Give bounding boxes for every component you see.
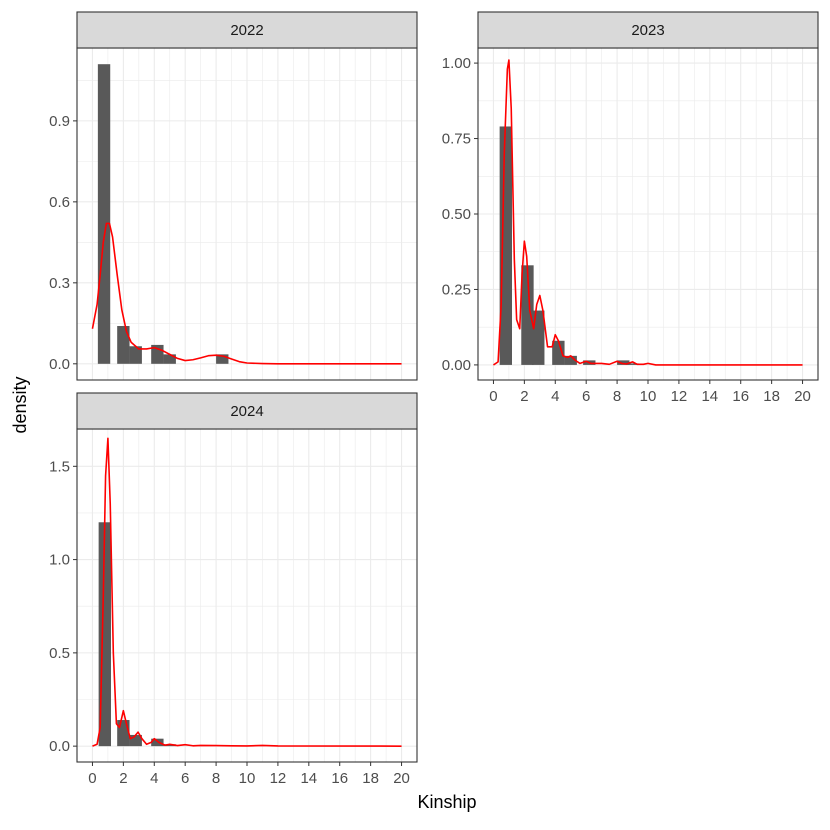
x-tick-label: 4 xyxy=(150,770,158,787)
x-tick-label: 20 xyxy=(393,770,410,787)
x-tick-label: 0 xyxy=(489,388,497,405)
histogram-bar xyxy=(117,720,130,747)
facet-strip-label: 2024 xyxy=(230,403,263,420)
density-line xyxy=(91,222,402,365)
facet-strip-label: 2022 xyxy=(230,22,263,39)
y-tick-label: 1.5 xyxy=(49,458,70,475)
x-tick-label: 4 xyxy=(551,388,559,405)
y-tick-label: 0.3 xyxy=(49,275,70,292)
histogram-bar xyxy=(97,64,111,364)
x-tick-label: 6 xyxy=(181,770,189,787)
histogram-bar xyxy=(129,734,142,747)
x-tick-label: 18 xyxy=(362,770,379,787)
x-axis-title: Kinship xyxy=(417,792,476,812)
histogram-bar xyxy=(117,326,130,364)
density-line xyxy=(493,59,803,366)
y-tick-label: 0.6 xyxy=(49,194,70,211)
histogram-bar xyxy=(617,360,630,365)
x-tick-label: 10 xyxy=(640,388,657,405)
y-tick-label: 0.75 xyxy=(442,131,471,148)
histogram-bar xyxy=(163,354,176,364)
facet-strip xyxy=(76,392,418,430)
y-tick-label: 1.0 xyxy=(49,552,70,569)
x-tick-label: 8 xyxy=(212,770,220,787)
panel-2022: 2022 0.0 0.3 0.6 0.9 xyxy=(49,11,418,381)
x-tick-label: 20 xyxy=(794,388,811,405)
x-tick-label: 8 xyxy=(613,388,621,405)
histogram-bar xyxy=(626,363,639,365)
facet-strip xyxy=(76,11,418,49)
histogram-bar xyxy=(521,265,534,365)
histogram-bar xyxy=(564,355,577,365)
x-tick-label: 12 xyxy=(270,770,287,787)
y-tick-label: 0.50 xyxy=(442,206,471,223)
histogram-bar xyxy=(163,744,176,747)
x-tick-label: 12 xyxy=(671,388,688,405)
y-tick-label: 0.9 xyxy=(49,113,70,130)
x-tick-label: 6 xyxy=(582,388,590,405)
histogram-bar xyxy=(499,126,512,365)
density-line xyxy=(92,437,402,747)
y-axis-title: density xyxy=(10,376,30,433)
x-tick-label: 16 xyxy=(331,770,348,787)
histogram-bar xyxy=(129,346,142,364)
y-tick-label: 0.0 xyxy=(49,738,70,755)
y-tick-label: 0.00 xyxy=(442,357,471,374)
panel-2024: 2024 0.0 0.5 1.0 1.5 0 2 4 6 8 10 12 14 16 18 20 xyxy=(49,392,418,787)
x-tick-label: 14 xyxy=(300,770,317,787)
y-tick-label: 0.25 xyxy=(442,281,471,298)
facet-strip-label: 2023 xyxy=(631,22,664,39)
facet-strip xyxy=(477,11,819,49)
histogram-bar xyxy=(552,340,565,365)
histogram-bar xyxy=(216,354,229,364)
x-tick-label: 2 xyxy=(520,388,528,405)
histogram-bar xyxy=(151,738,164,747)
y-tick-label: 0.0 xyxy=(49,356,70,373)
x-tick-label: 2 xyxy=(119,770,127,787)
histogram-bar xyxy=(532,310,545,365)
x-tick-label: 18 xyxy=(763,388,780,405)
x-tick-label: 0 xyxy=(88,770,96,787)
x-tick-label: 16 xyxy=(732,388,749,405)
panel-2023: 2023 0.00 0.25 0.50 0.75 1.00 0 2 4 6 8 10 12 14 16 18 2… xyxy=(442,11,819,405)
x-tick-label: 10 xyxy=(239,770,256,787)
y-tick-label: 1.00 xyxy=(442,55,471,72)
y-tick-label: 0.5 xyxy=(49,645,70,662)
x-tick-label: 14 xyxy=(701,388,718,405)
